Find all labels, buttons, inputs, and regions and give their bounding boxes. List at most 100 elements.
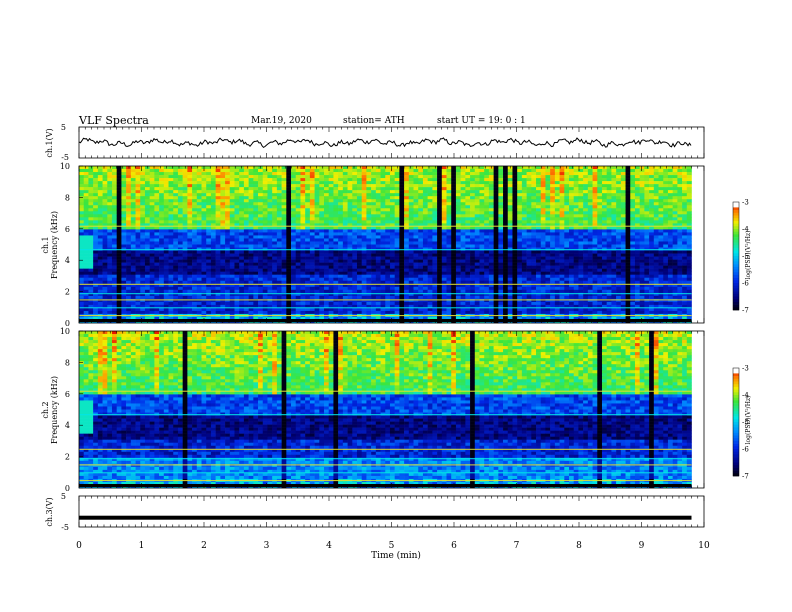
spectrogram-cell — [512, 211, 518, 215]
spectrogram-cell — [253, 196, 259, 200]
spectrogram-cell — [286, 196, 292, 200]
spectrogram-cell — [512, 214, 518, 218]
spectrogram-cell — [361, 199, 367, 203]
spectrogram-cell — [653, 226, 659, 230]
spectrogram-cell — [432, 208, 438, 212]
spectrogram-cell — [173, 280, 179, 285]
spectrogram-cell — [356, 277, 362, 282]
spectrogram-cell — [130, 175, 136, 179]
spectrogram-cell — [111, 265, 117, 269]
spectrogram-cell — [192, 277, 198, 282]
spectrogram-cell — [649, 250, 655, 254]
spectrogram-cell — [578, 274, 584, 279]
spectrogram-cell — [371, 229, 377, 233]
spectrogram-cell — [540, 238, 546, 242]
spectrogram-cell — [625, 253, 631, 257]
spectrogram-cell — [583, 274, 589, 279]
spectrogram-cell — [601, 199, 607, 203]
spectrogram-cell — [517, 196, 523, 200]
spectrogram-cell — [93, 223, 99, 227]
spectrogram-cell — [168, 172, 174, 176]
spectrogram-cell — [291, 247, 297, 251]
spectrogram-cell — [422, 190, 428, 194]
spectrogram-cell — [328, 235, 334, 239]
spectrogram-cell — [144, 253, 150, 257]
spectrogram-cell — [220, 226, 226, 230]
spectrogram-cell — [531, 181, 537, 185]
spectrogram-cell — [380, 205, 386, 209]
spectrogram-cell — [653, 235, 659, 239]
spectrogram-cell — [663, 169, 669, 173]
spectrogram-cell — [521, 190, 527, 194]
spectrogram-cell — [441, 229, 447, 233]
spectrogram-cell — [460, 187, 466, 191]
spectrogram-cell — [592, 226, 598, 230]
spectrogram-cell — [126, 190, 132, 194]
spectrogram-cell — [210, 280, 216, 285]
spectrogram-cell — [111, 184, 117, 188]
spectrogram-cell — [432, 253, 438, 257]
spectrogram-cell — [578, 184, 584, 188]
spectrogram-cell — [484, 235, 490, 239]
spectrogram-cell — [333, 190, 339, 194]
spectrogram-cell — [291, 178, 297, 182]
spectrogram-cell — [182, 256, 188, 260]
spectrogram-cell — [380, 274, 386, 279]
spectrogram-cell — [408, 181, 414, 185]
spectrogram-cell — [333, 235, 339, 239]
spectrogram-cell — [338, 226, 344, 230]
spectrogram-cell — [83, 169, 89, 173]
spectrogram-cell — [554, 274, 560, 279]
spectrogram-cell — [432, 175, 438, 179]
spectrogram-cell — [437, 220, 443, 224]
spectrogram-cell — [521, 256, 527, 260]
spectrogram-cell — [474, 187, 480, 191]
spectrogram-cell — [309, 229, 315, 233]
spectrogram-cell — [597, 169, 603, 173]
spectrogram-cell — [583, 232, 589, 236]
spectrogram-cell — [521, 268, 527, 272]
spectrogram-cell — [225, 223, 231, 227]
spectrogram-cell — [587, 205, 593, 209]
spectrogram-cell — [649, 217, 655, 221]
spectrogram-cell — [573, 214, 579, 218]
spectrogram-cell — [281, 169, 287, 173]
spectrogram-cell — [611, 172, 617, 176]
spectrogram-cell — [93, 181, 99, 185]
spectrogram-cell — [531, 184, 537, 188]
spectrogram-cell — [422, 250, 428, 254]
spectrogram-cell — [418, 229, 424, 233]
spectrogram-cell — [97, 178, 103, 182]
spectrogram-cell — [272, 199, 278, 203]
spectrogram-cell — [545, 181, 551, 185]
spectrogram-cell — [173, 175, 179, 179]
spectrogram-cell — [144, 223, 150, 227]
spectrogram-cell — [319, 205, 325, 209]
spectrogram-cell — [437, 184, 443, 188]
spectrogram-cell — [342, 241, 348, 245]
spectrogram-cell — [229, 247, 235, 251]
spectrogram-cell — [644, 184, 650, 188]
spectrogram-cell — [177, 208, 183, 212]
spectrogram-cell — [356, 271, 362, 275]
spectrogram-cell — [182, 211, 188, 215]
spectrogram-cell — [460, 262, 466, 266]
spectrogram-cell — [149, 214, 155, 218]
spectrogram-cell — [422, 220, 428, 224]
spectrogram-cell — [663, 229, 669, 233]
spectrogram-cell — [498, 229, 504, 233]
spectrogram-cell — [356, 181, 362, 185]
spectrogram-cell — [649, 214, 655, 218]
spectrogram-cell — [281, 277, 287, 282]
figure-title: VLF Spectra — [78, 114, 149, 127]
spectrogram-cell — [667, 247, 673, 251]
spectrogram-cell — [196, 205, 202, 209]
spectrogram-cell — [540, 217, 546, 221]
spectrogram-cell — [286, 238, 292, 242]
spectrogram-cell — [206, 238, 212, 242]
spectrogram-cell — [616, 241, 622, 245]
spectrogram-cell — [460, 196, 466, 200]
spectrogram-cell — [616, 229, 622, 233]
spectrogram-cell — [630, 262, 636, 266]
spectrogram-cell — [437, 247, 443, 251]
